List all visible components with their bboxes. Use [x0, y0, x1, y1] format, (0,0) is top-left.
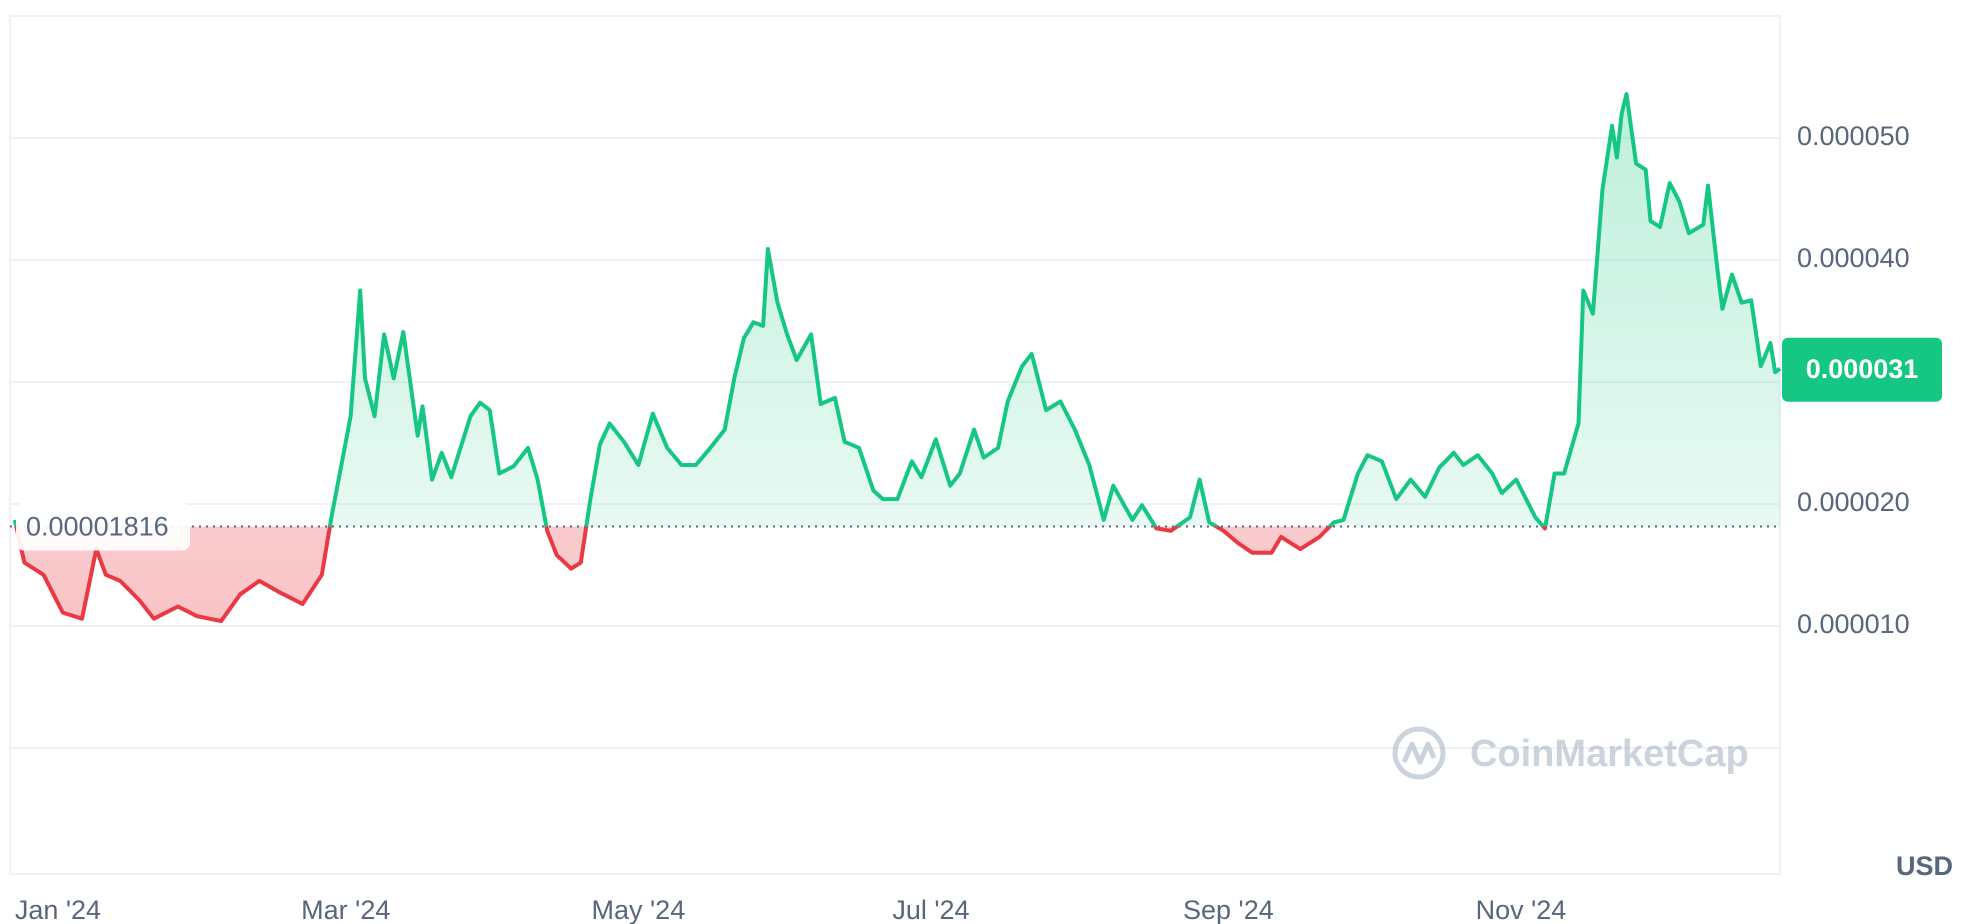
price-line-up: [12, 92, 1782, 527]
current-price-label: 0.000031: [1806, 354, 1919, 384]
x-tick-label: Mar '24: [301, 895, 390, 924]
y-tick-label: 0.000010: [1797, 609, 1910, 639]
baseline-label-box: [16, 502, 190, 551]
x-tick-label: May '24: [592, 895, 686, 924]
currency-label: USD: [1896, 851, 1953, 881]
current-price-badge: [1782, 337, 1942, 402]
x-tick-label: Jul '24: [892, 895, 969, 924]
baseline-label: 0.00001816: [26, 512, 169, 542]
y-tick-label: 0.000020: [1797, 487, 1910, 517]
x-tick-label: Jan '24: [15, 895, 101, 924]
watermark: CoinMarketCap: [1392, 726, 1749, 780]
x-tick-label: Nov '24: [1476, 895, 1567, 924]
area-down: [14, 526, 1780, 622]
x-tick-label: Sep '24: [1183, 895, 1274, 924]
y-tick-label: 0.000040: [1797, 243, 1910, 273]
area-up: [14, 94, 1780, 527]
y-tick-label: 0.000050: [1797, 121, 1910, 151]
watermark-text: CoinMarketCap: [1470, 733, 1749, 775]
